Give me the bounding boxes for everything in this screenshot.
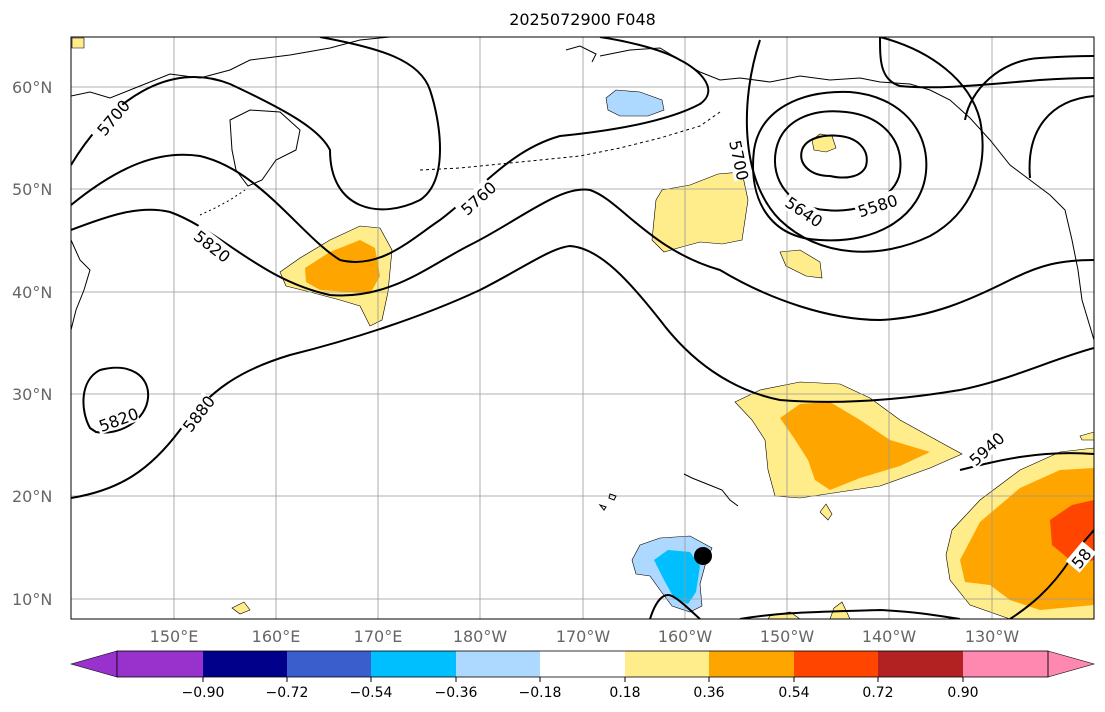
contour-ne-3 — [879, 37, 1094, 89]
small-patch — [811, 133, 837, 153]
hawaii-islands — [683, 473, 739, 507]
small-patch — [231, 601, 251, 615]
small-patch — [819, 503, 833, 521]
map-frame — [70, 36, 1095, 620]
na-west-coast — [1064, 209, 1094, 341]
lat-label: 60°N — [12, 78, 52, 97]
lat-label: 40°N — [12, 283, 52, 302]
colorbar-tick-label: −0.90 — [182, 685, 225, 701]
colorbar-left-arrow — [69, 650, 118, 678]
shaded-field — [71, 37, 1094, 619]
contour-5880 — [71, 244, 1094, 499]
colorbar-swatch — [287, 651, 371, 677]
colorbar-tick-label: −0.72 — [266, 685, 309, 701]
colorbar-tick-label: 0.90 — [947, 685, 978, 701]
lat-label: 30°N — [12, 385, 52, 404]
colorbar-tick-label: −0.18 — [519, 685, 562, 701]
contour-storm — [649, 594, 701, 619]
contour-5700-north — [71, 37, 441, 211]
contour-5820 — [71, 188, 1094, 322]
lon-label: 180°W — [453, 627, 508, 646]
colorbar-swatch — [203, 651, 287, 677]
lon-label: 170°W — [556, 627, 611, 646]
contour-ring-4 — [745, 37, 984, 253]
lon-label: 160°E — [252, 627, 301, 646]
kuril-islands — [199, 189, 246, 216]
height-contours — [71, 37, 1094, 619]
bering-coast — [565, 45, 597, 63]
orange-region — [305, 240, 380, 294]
lon-label: 170°E — [354, 627, 403, 646]
yellow-region — [651, 171, 749, 253]
storm-center-marker — [694, 547, 712, 565]
lat-labels: 60°N 50°N 40°N 30°N 20°N 10°N — [12, 78, 52, 609]
colorbar-swatch — [963, 651, 1048, 677]
colorbar-swatch — [456, 651, 540, 677]
contour-south-bottom — [739, 608, 961, 619]
small-island — [598, 503, 607, 511]
colorbar-swatch — [540, 651, 625, 677]
lon-label: 150°E — [150, 627, 199, 646]
colorbar-tick-label: 0.36 — [693, 685, 724, 701]
lat-label: 20°N — [12, 487, 52, 506]
contour-ring-1 — [800, 134, 868, 179]
lat-label: 50°N — [12, 180, 52, 199]
small-patch — [71, 37, 85, 49]
small-patch — [779, 249, 823, 279]
colorbar-swatch — [709, 651, 794, 677]
contour-ne-2 — [1028, 95, 1094, 179]
asia-coast — [71, 37, 391, 99]
colorbar-tick-label: −0.54 — [350, 685, 393, 701]
small-patch — [1079, 431, 1094, 441]
colorbar-tick-label: −0.36 — [435, 685, 478, 701]
map-area — [71, 37, 1094, 619]
colorbar-tick-label: 0.54 — [778, 685, 809, 701]
kamchatka-coast — [229, 109, 301, 187]
colorbar-tick-label: 0.72 — [862, 685, 893, 701]
cyan-region — [654, 550, 700, 604]
colorbar-swatch — [794, 651, 878, 677]
colorbar-swatch — [117, 651, 203, 677]
contour-ring-2 — [774, 110, 902, 212]
orange-region — [780, 402, 930, 490]
lat-label: 10°N — [12, 590, 52, 609]
contour-ring-3 — [752, 90, 928, 242]
colorbar-right-arrow — [1047, 650, 1096, 678]
colorbar-swatch — [371, 651, 456, 677]
colorbar-tick-label: 0.18 — [609, 685, 640, 701]
lon-label: 130°W — [965, 627, 1020, 646]
colorbar-swatch — [878, 651, 963, 677]
lon-label: 150°W — [760, 627, 815, 646]
aleutian-islands — [419, 111, 721, 171]
lon-label: 160°W — [658, 627, 713, 646]
lon-label: 140°W — [862, 627, 917, 646]
small-island — [608, 493, 617, 501]
lightblue-region — [605, 89, 665, 117]
colorbar-swatch — [625, 651, 709, 677]
colorbar: −0.90 −0.72 −0.54 −0.36 −0.18 0.18 0.36 … — [69, 650, 1096, 701]
japan-coast — [71, 239, 91, 331]
map-title: 2025072900 F048 — [509, 10, 656, 29]
contour-5820-low — [82, 366, 150, 434]
contour-ne — [964, 55, 1094, 121]
lon-labels: 150°E 160°E 170°E 180°W 170°W 160°W 150°… — [150, 627, 1020, 646]
